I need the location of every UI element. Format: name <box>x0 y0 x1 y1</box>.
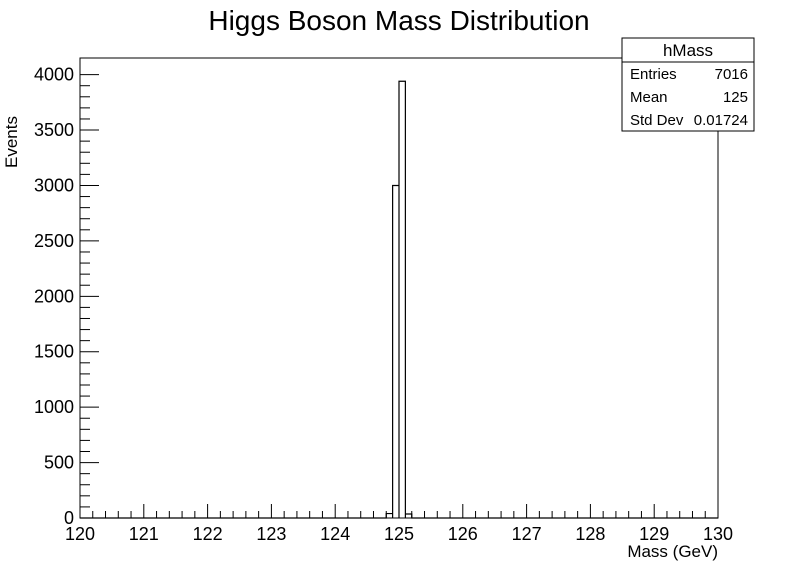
histogram-bins <box>80 80 718 519</box>
stats-label-mean: Mean <box>630 89 668 106</box>
y-tick-label: 1500 <box>34 342 74 362</box>
y-tick-label: 0 <box>64 508 74 528</box>
y-tick-label: 2000 <box>34 286 74 306</box>
x-tick-label: 121 <box>129 524 159 544</box>
y-tick-label: 500 <box>44 453 74 473</box>
histogram-bin <box>393 185 399 518</box>
stats-value-entries: 7016 <box>715 66 748 83</box>
chart-title: Higgs Boson Mass Distribution <box>208 5 589 36</box>
y-tick-label: 3500 <box>34 120 74 140</box>
x-tick-label: 123 <box>256 524 286 544</box>
x-tick-label: 122 <box>193 524 223 544</box>
x-tick-label: 128 <box>575 524 605 544</box>
stats-label-entries: Entries <box>630 66 677 83</box>
x-axis-title: Mass (GeV) <box>627 542 718 561</box>
stats-value-mean: 125 <box>723 89 748 106</box>
stats-label-stddev: Std Dev <box>630 112 684 129</box>
y-tick-label: 1000 <box>34 397 74 417</box>
y-axis: 0 500 1000 1500 2000 2500 3000 3500 4000 <box>34 65 99 528</box>
y-axis-title: Events <box>2 116 21 168</box>
x-tick-label: 130 <box>703 524 733 544</box>
histogram-bin <box>399 81 405 518</box>
y-tick-label: 4000 <box>34 65 74 85</box>
y-tick-label: 2500 <box>34 231 74 251</box>
stats-value-stddev: 0.01724 <box>694 112 748 129</box>
histogram-outline <box>80 80 718 519</box>
x-axis: 120 121 122 123 124 125 126 127 128 129 130 <box>65 504 733 544</box>
x-tick-label: 126 <box>448 524 478 544</box>
stats-box: hMass Entries 7016 Mean 125 Std Dev 0.01… <box>621 37 755 132</box>
x-tick-label: 127 <box>512 524 542 544</box>
y-tick-label: 3000 <box>34 175 74 195</box>
x-tick-label: 120 <box>65 524 95 544</box>
stats-box-title: hMass <box>663 41 713 60</box>
x-tick-label: 129 <box>639 524 669 544</box>
stats-box-frame <box>621 37 755 132</box>
histogram-bin <box>386 514 392 518</box>
x-tick-label: 125 <box>384 524 414 544</box>
x-tick-label: 124 <box>320 524 350 544</box>
